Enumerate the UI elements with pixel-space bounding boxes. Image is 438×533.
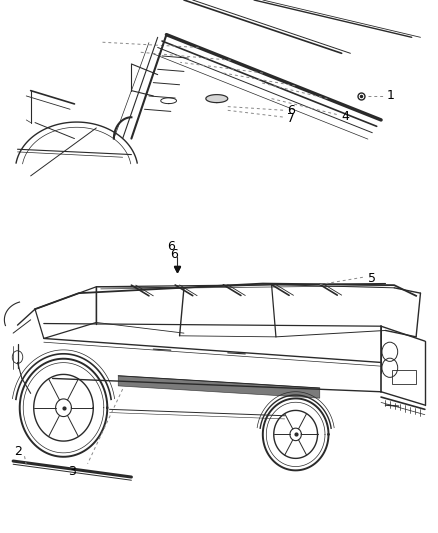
Text: 1: 1 xyxy=(386,90,394,102)
Bar xyxy=(392,370,416,384)
Text: 5: 5 xyxy=(368,272,376,285)
Text: 7: 7 xyxy=(287,112,295,125)
Text: 4: 4 xyxy=(342,110,350,123)
Text: 6: 6 xyxy=(170,248,178,261)
Text: 6: 6 xyxy=(167,240,175,253)
Polygon shape xyxy=(206,95,228,102)
Polygon shape xyxy=(118,376,320,398)
Text: 6: 6 xyxy=(287,104,295,117)
Text: 3: 3 xyxy=(68,465,76,478)
Text: 2: 2 xyxy=(14,445,22,458)
